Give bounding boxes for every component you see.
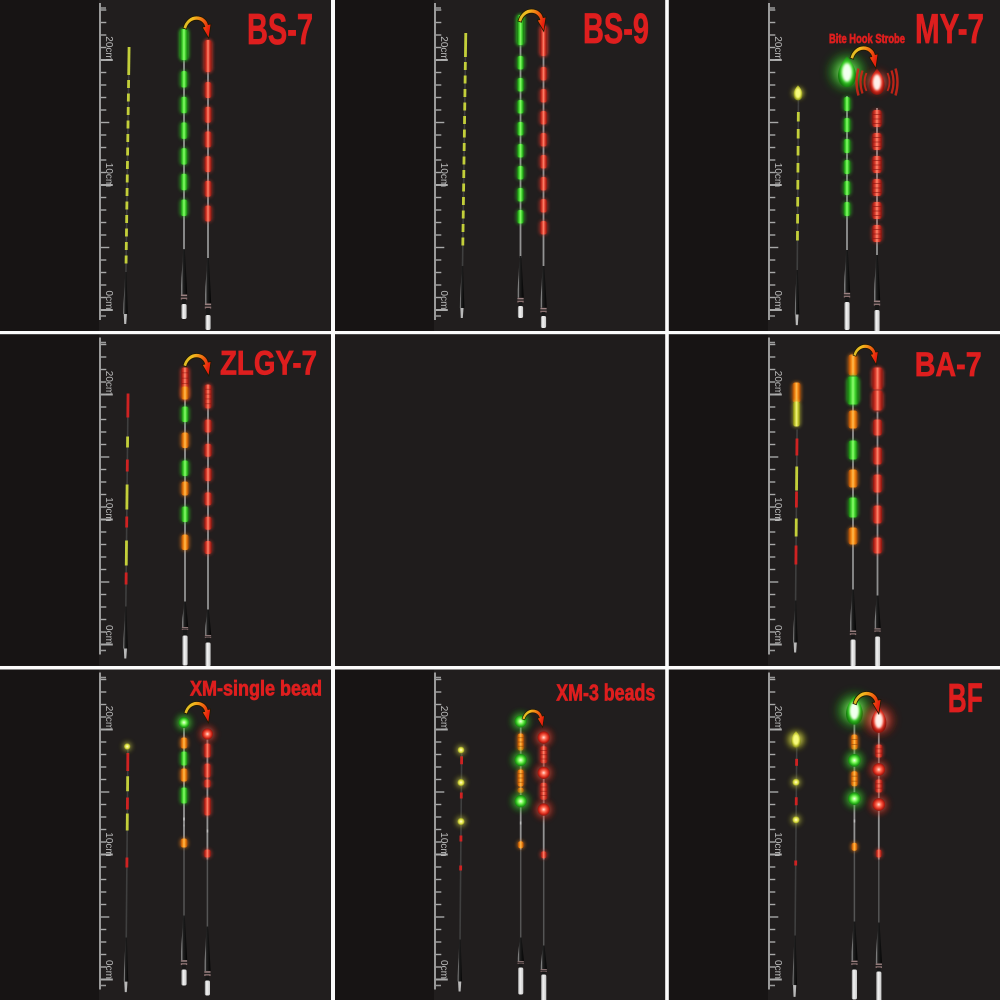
svg-text:ZLGY-7: ZLGY-7: [220, 345, 317, 383]
svg-text:BF: BF: [948, 675, 983, 721]
svg-text:BS-7: BS-7: [247, 5, 313, 54]
svg-text:BS-9: BS-9: [583, 5, 649, 53]
svg-text:MY-7: MY-7: [915, 5, 984, 52]
svg-text:XM-single bead: XM-single bead: [190, 678, 322, 701]
svg-text:BA-7: BA-7: [915, 346, 982, 384]
svg-text:Bite Hook Strobe: Bite Hook Strobe: [829, 32, 905, 46]
svg-text:XM-3 beads: XM-3 beads: [556, 680, 655, 706]
